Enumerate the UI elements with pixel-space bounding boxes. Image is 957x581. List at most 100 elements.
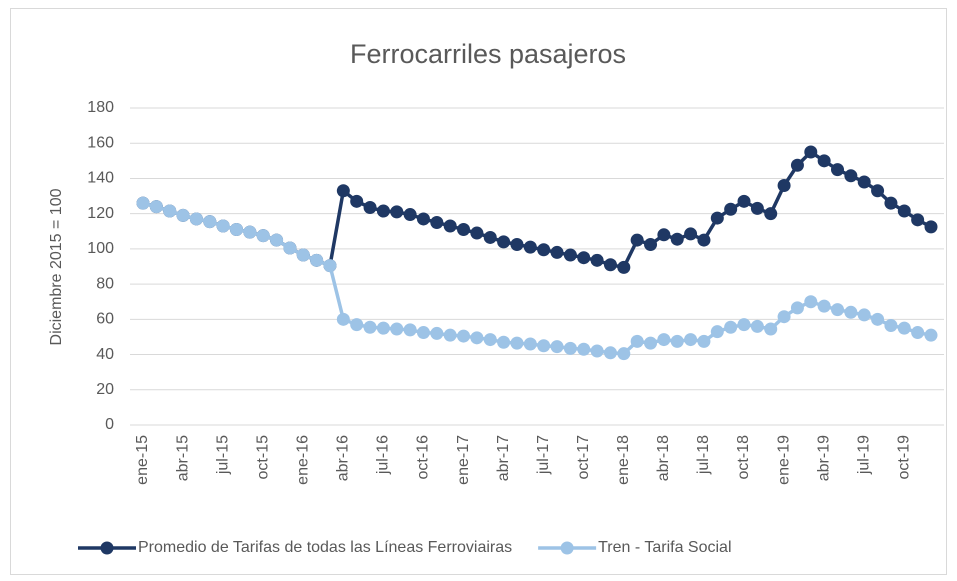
data-point [537,339,551,353]
y-axis-label: Diciembre 2015 = 100 [48,188,65,345]
data-point [644,336,658,350]
y-tick-label: 80 [96,275,114,292]
data-point [376,321,390,335]
x-tick-label: ene-16 [294,435,311,485]
data-point [363,320,377,334]
data-point [884,196,898,210]
data-point [256,229,270,243]
data-point [657,228,671,242]
data-point [710,325,724,339]
x-tick-label: ene-18 [615,435,632,485]
data-point [163,204,177,218]
x-tick-label: oct-15 [254,435,271,480]
data-point [136,196,150,210]
data-point [911,326,925,340]
y-tick-label: 140 [87,170,114,187]
data-point [577,251,591,265]
x-tick-label: oct-18 [735,435,752,480]
data-point [203,215,217,229]
data-point [243,225,257,239]
data-point [336,184,350,198]
data-point [844,305,858,319]
data-point [777,310,791,324]
x-tick-label: oct-17 [575,435,592,480]
data-point [350,318,364,332]
data-point [804,145,818,159]
y-tick-label: 120 [87,205,114,222]
data-point [590,344,604,358]
data-point [189,212,203,226]
data-point [817,299,831,313]
data-point [897,321,911,335]
chart-border [10,8,947,575]
data-point [470,331,484,345]
y-tick-label: 0 [105,416,114,433]
data-point [323,259,337,273]
data-point [871,184,885,198]
data-point [857,308,871,322]
data-point [523,337,537,351]
data-point [617,347,631,361]
legend-marker [560,541,574,555]
data-point [523,240,537,254]
data-point [603,258,617,272]
y-tick-label: 40 [96,346,114,363]
legend-marker [100,541,114,555]
data-point [457,329,471,343]
x-tick-label: ene-19 [775,435,792,485]
data-point [443,328,457,342]
data-point [497,335,511,349]
y-tick-label: 180 [87,99,114,116]
data-point [670,232,684,246]
data-point [483,333,497,347]
x-tick-label: jul-16 [375,435,392,475]
x-tick-label: abr-17 [495,435,512,481]
data-point [497,235,511,249]
chart-title: Ferrocarriles pasajeros [350,39,626,69]
data-point [790,158,804,172]
data-point [911,213,925,227]
data-point [149,200,163,214]
data-point [831,163,845,177]
data-point [750,319,764,333]
data-point [657,333,671,347]
data-point [457,223,471,237]
data-point [416,212,430,226]
x-tick-label: abr-16 [335,435,352,481]
data-point [844,169,858,183]
x-tick-label: jul-17 [535,435,552,475]
data-point [270,233,284,247]
data-point [764,207,778,221]
data-point [857,175,871,189]
data-point [710,211,724,225]
data-point [350,194,364,208]
x-tick-label: abr-19 [815,435,832,481]
data-point [750,201,764,215]
data-point [336,312,350,326]
x-tick-label: abr-18 [655,435,672,481]
data-point [630,334,644,348]
data-point [737,318,751,332]
x-tick-label: jul-18 [695,435,712,475]
x-tick-label: ene-15 [134,435,151,485]
data-point [590,253,604,267]
data-point [216,219,230,233]
y-tick-label: 20 [96,381,114,398]
data-point [897,204,911,218]
data-point [670,334,684,348]
data-point [390,322,404,336]
x-tick-label: ene-17 [455,435,472,485]
data-point [510,336,524,350]
y-tick-label: 60 [96,311,114,328]
data-point [376,204,390,218]
data-point [430,215,444,229]
data-point [483,230,497,244]
data-point [283,241,297,255]
y-tick-label: 100 [87,240,114,257]
data-point [617,260,631,274]
data-point [577,342,591,356]
data-point [603,346,617,360]
data-point [777,178,791,192]
data-point [790,301,804,315]
